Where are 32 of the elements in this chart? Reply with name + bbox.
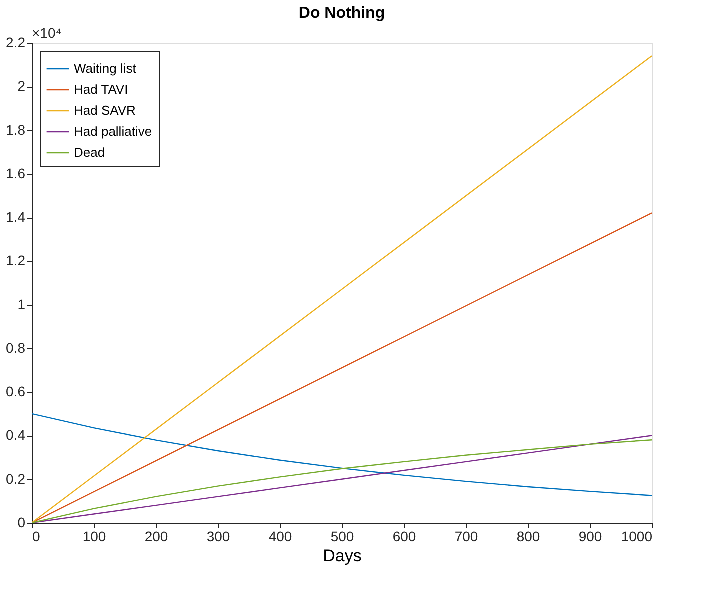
y-tick-label: 0.6 <box>6 384 26 400</box>
x-tick-label: 500 <box>330 528 354 544</box>
x-tick-label: 100 <box>82 528 106 544</box>
legend-label: Had palliative <box>74 124 152 139</box>
y-tick-label: 0 <box>18 514 26 530</box>
legend-label: Had TAVI <box>74 82 128 97</box>
x-tick-label: 1000 <box>621 528 653 544</box>
y-tick-label: 0.4 <box>6 427 26 444</box>
y-tick-label: 2.2 <box>6 34 26 50</box>
x-tick-label: 600 <box>392 528 416 544</box>
legend-label: Dead <box>74 145 106 160</box>
x-tick-label: 200 <box>144 528 168 544</box>
text: ×10⁴ <box>32 25 62 41</box>
y-tick-label: 1.8 <box>6 122 26 138</box>
y-tick-label: 1.4 <box>6 209 26 226</box>
y-tick-label: 0.8 <box>6 340 26 356</box>
x-tick-label: 900 <box>578 528 602 544</box>
y-tick-label: 1 <box>18 296 26 312</box>
x-tick-label: 0 <box>32 528 40 544</box>
legend-label: Had SAVR <box>74 103 136 118</box>
x-tick-label: 400 <box>268 528 292 544</box>
x-axis-title: Days <box>323 546 362 566</box>
legend-label: Waiting list <box>74 61 137 76</box>
x-tick-label: 800 <box>516 528 540 544</box>
y-tick-label: 1.6 <box>6 165 26 182</box>
y-tick-label: 0.2 <box>6 470 26 487</box>
chart-title: Do Nothing <box>298 5 386 22</box>
y-tick-label: 1.2 <box>6 252 26 269</box>
line-series <box>32 413 652 496</box>
x-tick-label: 700 <box>454 528 478 544</box>
x-tick-label: 300 <box>206 528 230 544</box>
y-tick-label: 2 <box>18 78 26 94</box>
